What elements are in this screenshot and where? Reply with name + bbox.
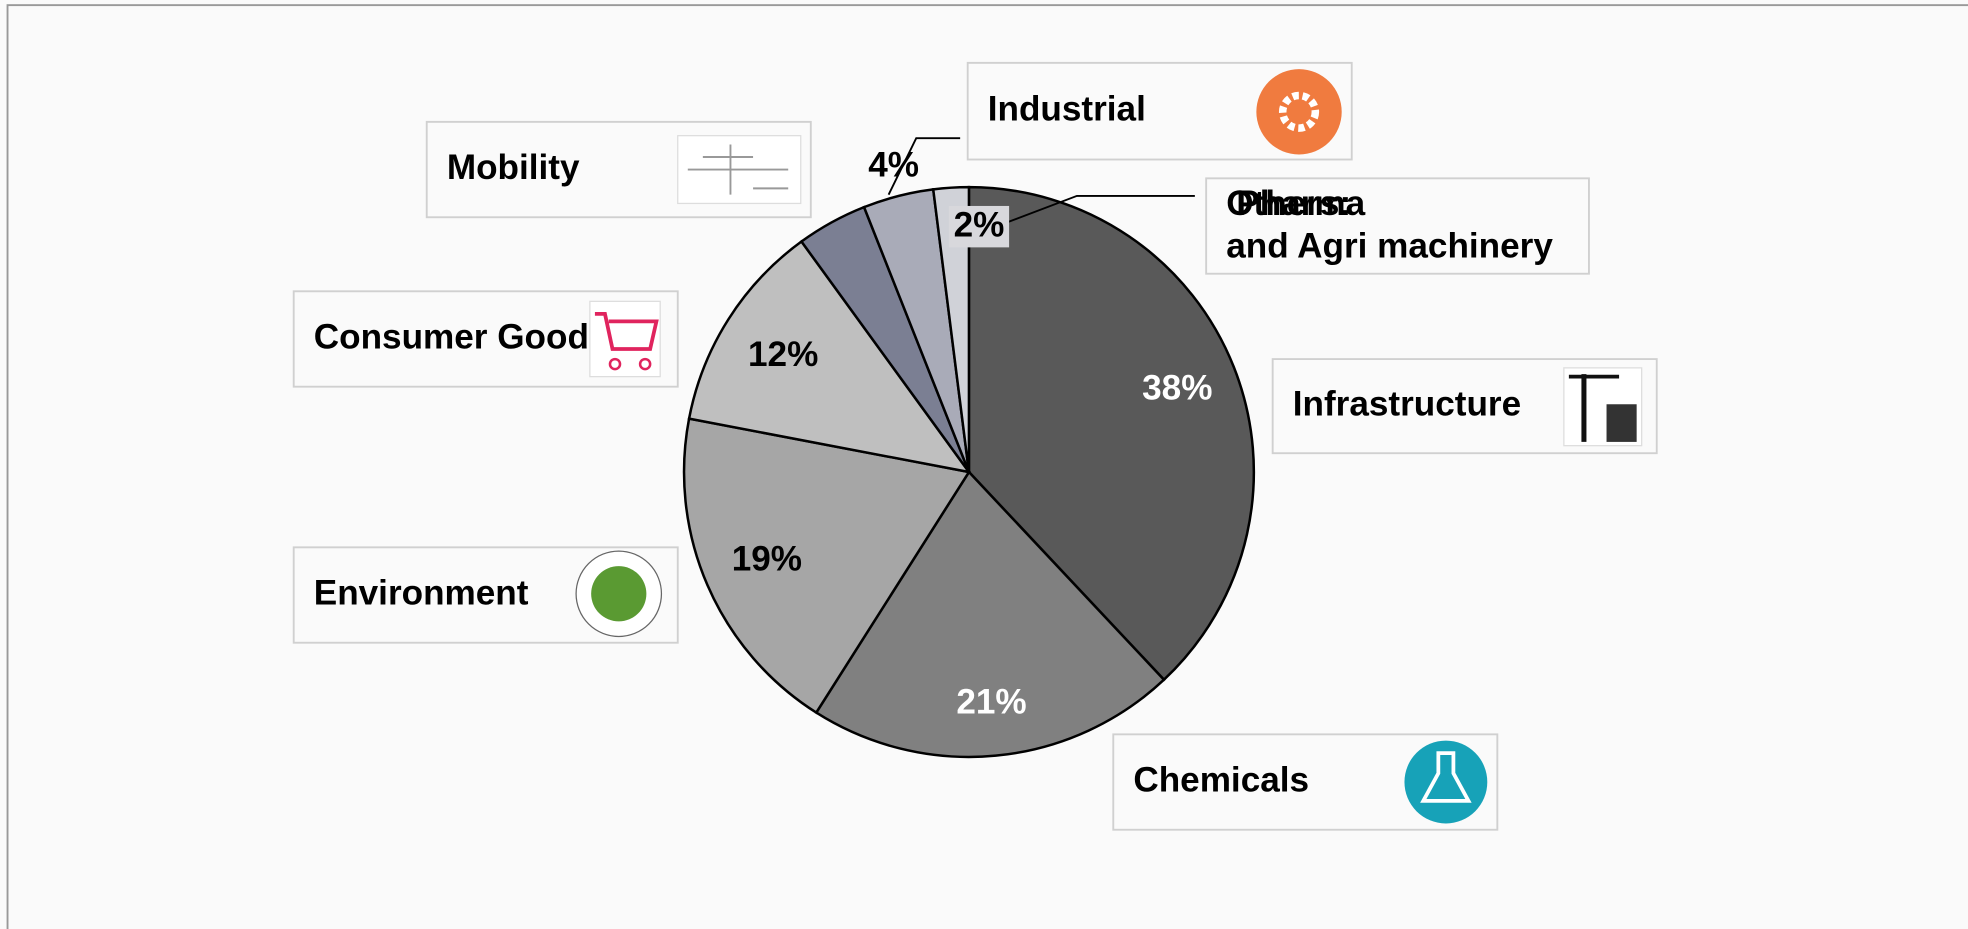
- category-label: Industrial: [988, 89, 1146, 128]
- mobility-icon: [678, 136, 801, 204]
- category-label: Environment: [314, 573, 529, 612]
- value-label: 19%: [732, 539, 802, 578]
- chart: Infrastructure 38% Chemicals 21% Environment…: [0, 0, 1968, 929]
- page: Infrastructure 38% Chemicals 21% Environment…: [0, 0, 1968, 929]
- industrial-icon: [1256, 69, 1341, 154]
- environment-icon: [591, 566, 646, 621]
- consumer-goods-icon: [590, 301, 660, 376]
- value-label: 38%: [1142, 369, 1212, 408]
- infrastructure-icon: [1564, 368, 1642, 446]
- category-label: Infrastructure: [1293, 384, 1521, 423]
- category-label: Consumer Goods: [314, 317, 609, 356]
- category-label: Chemicals: [1133, 760, 1309, 799]
- annotation-line: and Agri machinery: [1226, 227, 1553, 266]
- annotation-line: Pharma: [1236, 184, 1365, 223]
- category-label: Mobility: [447, 148, 580, 187]
- value-label: 12%: [748, 335, 818, 374]
- pie: [684, 187, 1254, 757]
- value-label: 4%: [868, 145, 919, 184]
- value-label: 2%: [954, 206, 1005, 245]
- value-label: 21%: [956, 683, 1026, 722]
